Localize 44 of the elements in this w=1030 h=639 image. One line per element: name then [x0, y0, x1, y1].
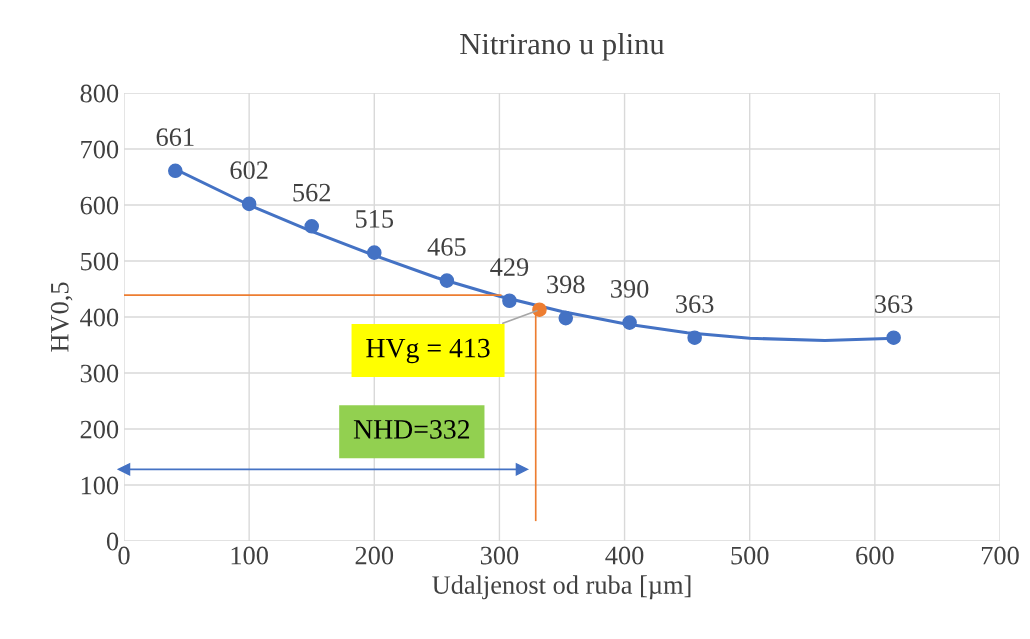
- data-label: 602: [230, 161, 268, 180]
- y-tick-label: 0: [106, 532, 119, 551]
- x-tick-label: 400: [605, 546, 644, 565]
- point: [515, 463, 529, 476]
- annotation: HVg = 413: [366, 338, 490, 364]
- x-tick-label: 500: [731, 546, 769, 565]
- point: [502, 293, 517, 309]
- x-tick-label: 100: [231, 546, 268, 565]
- annotation: NHD=332: [353, 420, 470, 439]
- point: [687, 330, 702, 346]
- y-tick-label: 400: [80, 308, 119, 327]
- point: [558, 310, 574, 326]
- y-tick-label: 300: [80, 364, 119, 383]
- y-tick-label: 100: [81, 476, 119, 495]
- data-label: 429: [490, 258, 529, 276]
- point: [367, 245, 382, 260]
- y-axis-title: HV0,5: [50, 282, 73, 352]
- point: [622, 315, 637, 330]
- y-tick-label: 600: [80, 196, 119, 215]
- data-label: 515: [356, 210, 394, 228]
- data-label: 562: [293, 183, 331, 202]
- data-label: 363: [676, 295, 714, 313]
- x-tick-label: 600: [856, 546, 894, 565]
- point: [117, 463, 131, 476]
- x-tick-label: 700: [981, 546, 1019, 565]
- data-label: 465: [427, 238, 466, 256]
- point: [532, 302, 547, 318]
- y-tick-label: 200: [80, 420, 119, 439]
- point: [886, 330, 901, 346]
- point: [168, 163, 183, 179]
- data-label: 398: [547, 275, 585, 294]
- data-label: 363: [875, 295, 913, 313]
- data-label: 661: [156, 128, 194, 147]
- y-tick-label: 800: [80, 84, 119, 103]
- data-label: 390: [611, 279, 649, 298]
- x-axis-title: Udaljenost od ruba [µm]: [432, 575, 691, 600]
- point: [304, 218, 319, 234]
- point: [439, 273, 455, 288]
- y-tick-label: 700: [81, 140, 119, 159]
- x-tick-label: 200: [355, 546, 394, 565]
- chart-title: Nitrirano u plinu: [460, 32, 665, 61]
- y-tick-label: 500: [81, 252, 119, 271]
- point: [241, 196, 257, 212]
- x-tick-label: 300: [480, 546, 519, 565]
